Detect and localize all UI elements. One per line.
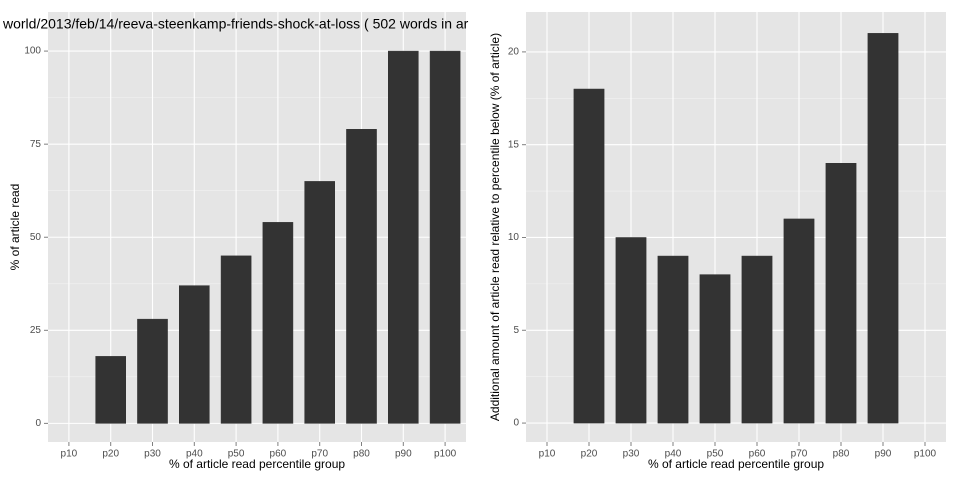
bar: [388, 50, 419, 424]
x-tick-label: p60: [270, 449, 287, 460]
x-tick-label: p90: [875, 449, 892, 460]
bar: [137, 318, 168, 424]
y-tick-label: 0: [513, 418, 519, 429]
bar: [573, 88, 605, 424]
x-tick-label: p30: [144, 449, 161, 460]
y-tick-label: 50: [30, 232, 42, 243]
bar: [615, 237, 647, 424]
bar: [657, 255, 689, 424]
y-tick-label: 0: [35, 418, 41, 429]
bar: [783, 218, 815, 424]
x-tick-label: p50: [228, 449, 245, 460]
x-tick-label: p30: [623, 449, 640, 460]
x-tick-label: p40: [665, 449, 682, 460]
y-tick-label: 100: [24, 46, 41, 57]
x-axis-label: % of article read percentile group: [648, 457, 824, 471]
y-axis-label: Additional amount of article read relati…: [488, 33, 502, 421]
bar: [346, 129, 377, 424]
x-tick-label: p10: [61, 449, 78, 460]
y-tick-label: 20: [508, 47, 520, 58]
x-tick-label: p50: [707, 449, 724, 460]
x-tick-label: p60: [749, 449, 766, 460]
x-tick-label: p10: [539, 449, 556, 460]
y-tick-label: 15: [508, 139, 520, 150]
bar: [825, 163, 857, 424]
bar: [867, 33, 899, 424]
bar: [304, 181, 335, 424]
x-tick-label: p90: [395, 449, 412, 460]
bar: [179, 285, 210, 424]
y-tick-label: 75: [30, 139, 42, 150]
x-tick-label: p40: [186, 449, 203, 460]
y-tick-label: 10: [508, 232, 520, 243]
bar: [262, 222, 294, 424]
x-axis-label: % of article read percentile group: [169, 457, 345, 471]
x-tick-label: p20: [102, 449, 119, 460]
bar: [699, 274, 731, 424]
x-tick-label: p100: [434, 449, 457, 460]
bar: [220, 255, 252, 424]
x-tick-label: p70: [791, 449, 808, 460]
chart-title: world/2013/feb/14/reeva-steenkamp-friend…: [2, 16, 469, 32]
bar: [741, 255, 773, 424]
y-tick-label: 25: [30, 325, 42, 336]
x-tick-label: p100: [914, 449, 937, 460]
bar: [429, 50, 461, 424]
y-axis-label: % of article read: [8, 184, 22, 271]
x-tick-label: p80: [353, 449, 370, 460]
y-tick-label: 5: [513, 325, 519, 336]
x-tick-label: p80: [833, 449, 850, 460]
x-tick-label: p20: [581, 449, 598, 460]
x-tick-label: p70: [311, 449, 328, 460]
bar: [95, 356, 126, 424]
